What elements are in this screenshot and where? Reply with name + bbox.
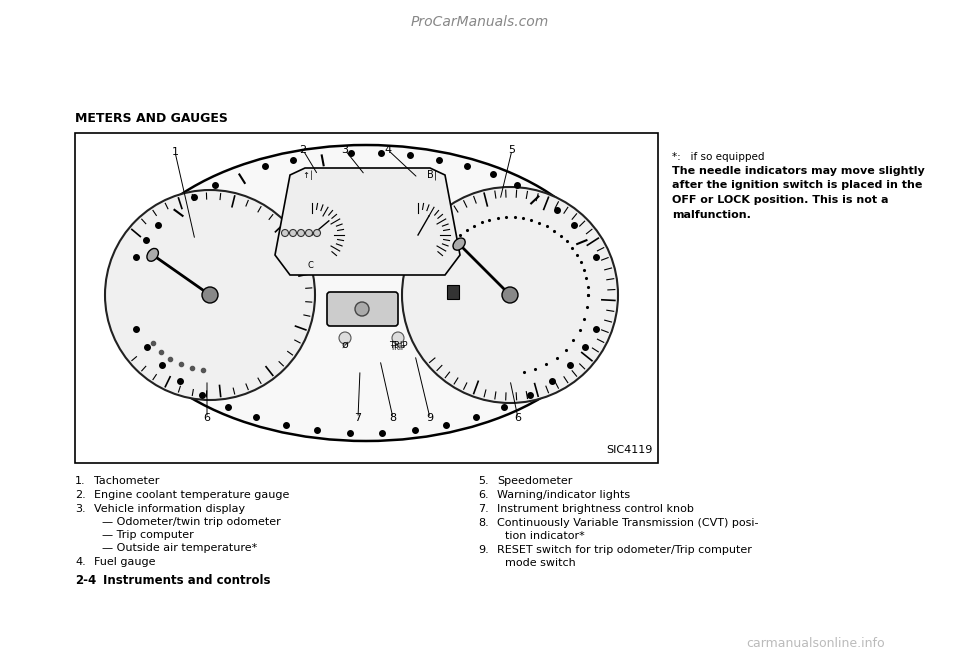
Text: 2.: 2. <box>75 490 85 500</box>
Polygon shape <box>275 168 460 275</box>
Text: Warning/indicator lights: Warning/indicator lights <box>497 490 630 500</box>
Text: B|: B| <box>427 170 437 180</box>
FancyBboxPatch shape <box>327 292 398 326</box>
Text: *:   if so equipped: *: if so equipped <box>672 152 764 162</box>
Text: Instruments and controls: Instruments and controls <box>103 574 271 587</box>
Ellipse shape <box>147 248 158 261</box>
Text: ø: ø <box>342 340 348 350</box>
Text: — Odometer/twin trip odometer: — Odometer/twin trip odometer <box>102 517 280 527</box>
Text: Tachometer: Tachometer <box>94 476 159 486</box>
Text: 5.: 5. <box>478 476 489 486</box>
Circle shape <box>355 302 369 316</box>
Text: The needle indicators may move slightly: The needle indicators may move slightly <box>672 166 924 176</box>
Text: 4: 4 <box>384 145 392 155</box>
Text: Vehicle information display: Vehicle information display <box>94 504 245 514</box>
Text: malfunction.: malfunction. <box>672 210 751 220</box>
Text: ↑│: ↑│ <box>302 170 314 180</box>
Text: 8.: 8. <box>478 518 489 528</box>
Text: 8: 8 <box>390 413 396 423</box>
Text: Engine coolant temperature gauge: Engine coolant temperature gauge <box>94 490 289 500</box>
Text: 9.: 9. <box>478 545 489 555</box>
Circle shape <box>202 287 218 303</box>
Text: 1: 1 <box>172 147 179 157</box>
Text: mode switch: mode switch <box>505 558 576 568</box>
Bar <box>75 133 658 463</box>
Bar <box>447 285 459 299</box>
Circle shape <box>290 230 297 236</box>
Text: 1.: 1. <box>75 476 85 486</box>
Text: METERS AND GAUGES: METERS AND GAUGES <box>75 112 228 125</box>
Circle shape <box>402 187 618 403</box>
Text: RESET switch for trip odometer/Trip computer: RESET switch for trip odometer/Trip comp… <box>497 545 752 555</box>
Text: after the ignition switch is placed in the: after the ignition switch is placed in t… <box>672 181 923 191</box>
Text: 6: 6 <box>204 413 210 423</box>
Text: Speedometer: Speedometer <box>497 476 572 486</box>
Text: 2: 2 <box>300 145 306 155</box>
Circle shape <box>339 332 351 344</box>
Text: — Outside air temperature*: — Outside air temperature* <box>102 543 257 553</box>
Text: 2-4: 2-4 <box>75 574 96 587</box>
Text: carmanualsonline.info: carmanualsonline.info <box>746 637 885 650</box>
Text: 7.: 7. <box>478 504 489 514</box>
Text: Fuel gauge: Fuel gauge <box>94 557 156 567</box>
Circle shape <box>281 230 289 236</box>
Ellipse shape <box>118 145 614 441</box>
Text: 6: 6 <box>515 413 521 423</box>
Text: 6.: 6. <box>478 490 489 500</box>
Text: 3.: 3. <box>75 504 85 514</box>
Text: Instrument brightness control knob: Instrument brightness control knob <box>497 504 694 514</box>
Text: 7: 7 <box>354 413 362 423</box>
Circle shape <box>314 230 321 236</box>
Circle shape <box>305 230 313 236</box>
Text: — Trip computer: — Trip computer <box>102 530 194 540</box>
Text: SIC4119: SIC4119 <box>607 445 653 455</box>
Text: OFF or LOCK position. This is not a: OFF or LOCK position. This is not a <box>672 195 889 205</box>
Text: 5: 5 <box>509 145 516 155</box>
Text: TRIP: TRIP <box>391 345 405 351</box>
Circle shape <box>502 287 518 303</box>
Text: 4.: 4. <box>75 557 85 567</box>
Text: C: C <box>307 260 313 270</box>
Text: tion indicator*: tion indicator* <box>505 531 585 541</box>
Ellipse shape <box>453 238 466 250</box>
Circle shape <box>298 230 304 236</box>
Text: Continuously Variable Transmission (CVT) posi-: Continuously Variable Transmission (CVT)… <box>497 518 758 528</box>
Circle shape <box>105 190 315 400</box>
Circle shape <box>392 332 404 344</box>
Text: ProCarManuals.com: ProCarManuals.com <box>411 15 549 29</box>
Text: 9: 9 <box>426 413 434 423</box>
Text: 3: 3 <box>342 145 348 155</box>
Text: TRIP: TRIP <box>389 341 407 349</box>
